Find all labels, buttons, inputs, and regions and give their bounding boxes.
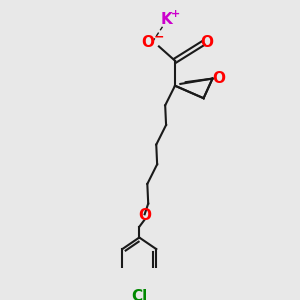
Text: +: +: [170, 9, 180, 19]
Text: O: O: [142, 35, 155, 50]
Text: −: −: [154, 30, 164, 43]
Text: O: O: [138, 208, 151, 223]
Text: O: O: [212, 71, 225, 86]
Text: K: K: [160, 12, 172, 27]
Text: O: O: [201, 35, 214, 50]
Text: Cl: Cl: [131, 289, 147, 300]
